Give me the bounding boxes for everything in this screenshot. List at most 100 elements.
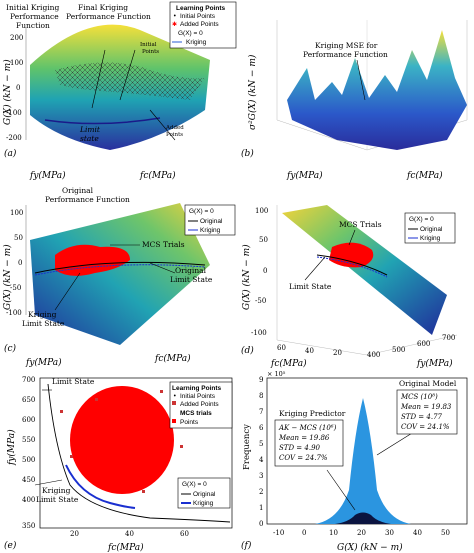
- ann-b-1: Performance Function: [303, 50, 388, 59]
- legend-a-initial: Initial Points: [180, 13, 216, 20]
- axis-label-fc-c: fc(MPa): [154, 353, 191, 364]
- krig-box-2: STD = 4.90: [279, 444, 321, 452]
- tick-z-m200: -200: [6, 134, 22, 142]
- legend-a: Learning Points • Initial Points ✱ Added…: [169, 1, 237, 49]
- tick-xd-500: 500: [392, 346, 405, 354]
- ann-limit-1: state: [80, 134, 99, 143]
- ann-c-krig-0: Kriging: [28, 310, 57, 319]
- tick-zd-50: 50: [259, 236, 268, 244]
- panel-tag-d: (d): [241, 345, 254, 356]
- legend-e-title: Learning Points: [172, 385, 222, 392]
- tick-yf-0: 0: [259, 520, 263, 528]
- tick-z-0: 0: [16, 84, 20, 92]
- svg-text:✱: ✱: [172, 21, 177, 28]
- tick-xf-10: 10: [329, 529, 338, 537]
- limit-state-original: [47, 383, 231, 523]
- tick-xd-40: 40: [305, 347, 314, 355]
- legend-e-added: Added Points: [180, 401, 219, 408]
- legend-d-g0: G(X) = 0: [409, 216, 434, 223]
- mcs-trials-c: [55, 244, 130, 276]
- axis-label-fy-c: fy(MPa): [25, 357, 62, 368]
- tick-ye-650: 650: [22, 396, 35, 404]
- surface-initial-kriging: [55, 62, 205, 100]
- ann-d-mcs: MCS Trials: [339, 220, 382, 229]
- legend-c: G(X) = 0 Original Kriging: [184, 204, 236, 236]
- ann-c-mcs: MCS Trials: [142, 240, 185, 249]
- tick-zc-50: 50: [14, 234, 23, 242]
- histogram-original: [315, 398, 411, 524]
- tick-zc-0: 0: [18, 259, 22, 267]
- svg-text:•: •: [173, 13, 177, 20]
- ann-initial-points-0: Initial: [140, 42, 157, 48]
- tick-xf-50: 50: [441, 529, 450, 537]
- tick-z-200: 200: [10, 34, 23, 42]
- panel-tag-b: (b): [241, 148, 254, 159]
- krig-pred-title: Kriging Predictor: [279, 409, 346, 418]
- surface-original-d: [282, 205, 447, 335]
- tick-yf-4: 4: [259, 456, 264, 464]
- ann-e-limit: Limit State: [52, 377, 95, 386]
- tick-zd-0: 0: [263, 267, 267, 275]
- tick-xe-60: 60: [180, 530, 189, 538]
- legend-d-original: Original: [420, 226, 443, 233]
- ann-c-krig-1: Limit State: [22, 319, 65, 328]
- tick-ye-400: 400: [22, 496, 35, 504]
- tick-yf-8: 8: [259, 392, 263, 400]
- orig-box-2: STD = 4.77: [401, 413, 443, 421]
- legend-c-original: Original: [200, 218, 223, 225]
- ann-added-points-0: Added: [165, 125, 184, 131]
- axis-label-fy-b: fy(MPa): [286, 170, 323, 181]
- tick-zc-m50: -50: [10, 284, 21, 292]
- ann-c-original-0: Original: [62, 186, 94, 195]
- tick-z-m100: -100: [6, 109, 22, 117]
- legend-a-added: Added Points: [180, 21, 219, 28]
- ann-e-krig-1: Limit State: [36, 495, 79, 504]
- tick-xf-20: 20: [357, 529, 366, 537]
- ann-c-origlimit-0: Original: [175, 266, 207, 275]
- mcs-trials-d: [329, 242, 374, 268]
- legend-e-initial: Initial Points: [180, 393, 216, 400]
- orig-model-title: Original Model: [399, 379, 457, 388]
- tick-yf-9: 9: [259, 376, 263, 384]
- tick-zd-m100: -100: [251, 329, 267, 337]
- axis-label-fy-d: fy(MPa): [416, 358, 453, 369]
- legend-d-kriging: Kriging: [420, 235, 441, 242]
- axis-label-fc-d: fc(MPa): [270, 358, 307, 369]
- orig-model-box: MCS (10⁸) Mean = 19.83 STD = 4.77 COV = …: [396, 389, 458, 435]
- tick-xf-30: 30: [385, 529, 394, 537]
- ann-initial-2: Function: [16, 21, 50, 30]
- orig-box-1: Mean = 19.83: [400, 403, 452, 411]
- axis-label-fy: fy(MPa): [29, 170, 66, 181]
- axis-label-z: G(X) (kN − m): [2, 59, 13, 125]
- tick-z-100: 100: [10, 59, 23, 67]
- legend-e-bottom: G(X) = 0 Original Kriging: [177, 477, 231, 509]
- axis-label-fc: fc(MPa): [139, 170, 176, 181]
- tick-zd-m50: -50: [255, 297, 266, 305]
- surface-original: [30, 203, 210, 345]
- tick-yf-6: 6: [259, 424, 264, 432]
- ann-initial-1: Performance: [10, 12, 59, 21]
- exponent-f: × 10⁵: [267, 370, 286, 378]
- legend-e-mcs-title: MCS trials: [180, 410, 212, 417]
- tick-zd-100: 100: [255, 207, 268, 215]
- panel-tag-a: (a): [4, 148, 17, 159]
- tick-xd-600: 600: [417, 340, 430, 348]
- panel-f: 0 1 2 3 4 5 6 7 8 9 -10 0 10 20 30 40 50…: [241, 370, 468, 553]
- histogram-kriging: [335, 512, 391, 524]
- tick-yf-3: 3: [259, 472, 263, 480]
- axis-label-fc-b: fc(MPa): [406, 170, 443, 181]
- tick-xd-700: 700: [442, 334, 455, 342]
- tick-ye-600: 600: [22, 416, 35, 424]
- tick-yf-1: 1: [259, 504, 263, 512]
- tick-yf-2: 2: [259, 488, 263, 496]
- ann-d-limit: Limit State: [289, 282, 332, 291]
- tick-yf-7: 7: [259, 408, 263, 416]
- limit-state-kriging: [65, 464, 136, 509]
- legend-a-g0: G(X) = 0: [178, 30, 203, 37]
- ann-c-original-1: Performance Function: [45, 195, 130, 204]
- ann-b-0: Kriging MSE for: [315, 41, 378, 50]
- legend-e-kriging: Kriging: [193, 500, 214, 507]
- surface-kriging-mse: [287, 30, 467, 150]
- panel-c: 100 50 0 -50 -100 Original Performance F…: [2, 186, 236, 368]
- tick-xe-20: 20: [70, 530, 79, 538]
